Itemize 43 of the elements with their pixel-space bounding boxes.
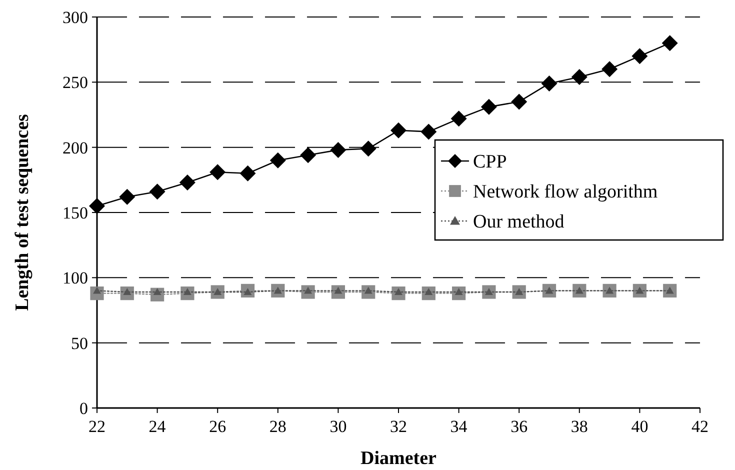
- x-axis-title: Diameter: [360, 448, 438, 469]
- point: [511, 94, 528, 110]
- x-tick-label: 40: [631, 417, 648, 436]
- point: [571, 68, 588, 85]
- x-tick-label: 42: [692, 417, 708, 436]
- x-tick-label: 36: [510, 417, 528, 436]
- x-tick-label: 22: [88, 417, 106, 436]
- point: [240, 165, 256, 182]
- x-tick-label: 38: [570, 417, 588, 436]
- point: [420, 124, 437, 140]
- point: [330, 142, 346, 158]
- point: [632, 48, 648, 64]
- x-tick-label: 30: [330, 417, 347, 436]
- legend-label: CPP: [473, 152, 507, 173]
- point: [300, 147, 316, 164]
- x-tick-label: 32: [390, 417, 407, 436]
- x-tick-label: 28: [269, 417, 286, 436]
- point: [662, 35, 678, 52]
- y-tick-label: 150: [62, 203, 88, 222]
- y-tick-label: 200: [62, 138, 88, 158]
- point: [270, 152, 286, 168]
- point: [360, 140, 376, 157]
- point: [450, 110, 467, 127]
- point: [541, 75, 558, 92]
- point: [480, 98, 497, 115]
- legend-label: Network flow algorithm: [473, 182, 658, 203]
- point: [210, 164, 226, 180]
- point: [119, 188, 136, 205]
- x-tick-label: 34: [450, 417, 468, 436]
- point: [149, 184, 166, 200]
- y-axis-title: Length of test sequences: [12, 114, 33, 311]
- y-tick-label: 0: [80, 398, 88, 418]
- x-tick-label: 24: [148, 417, 166, 436]
- y-tick-label: 300: [62, 8, 88, 27]
- point: [390, 122, 406, 138]
- x-tick-label: 26: [209, 417, 226, 436]
- point: [602, 61, 618, 78]
- point: [179, 174, 196, 191]
- point: [89, 198, 105, 214]
- y-tick-label: 50: [71, 334, 88, 353]
- legend-label: Our method: [473, 212, 565, 233]
- y-tick-label: 100: [62, 268, 88, 288]
- y-tick-label: 250: [62, 73, 88, 92]
